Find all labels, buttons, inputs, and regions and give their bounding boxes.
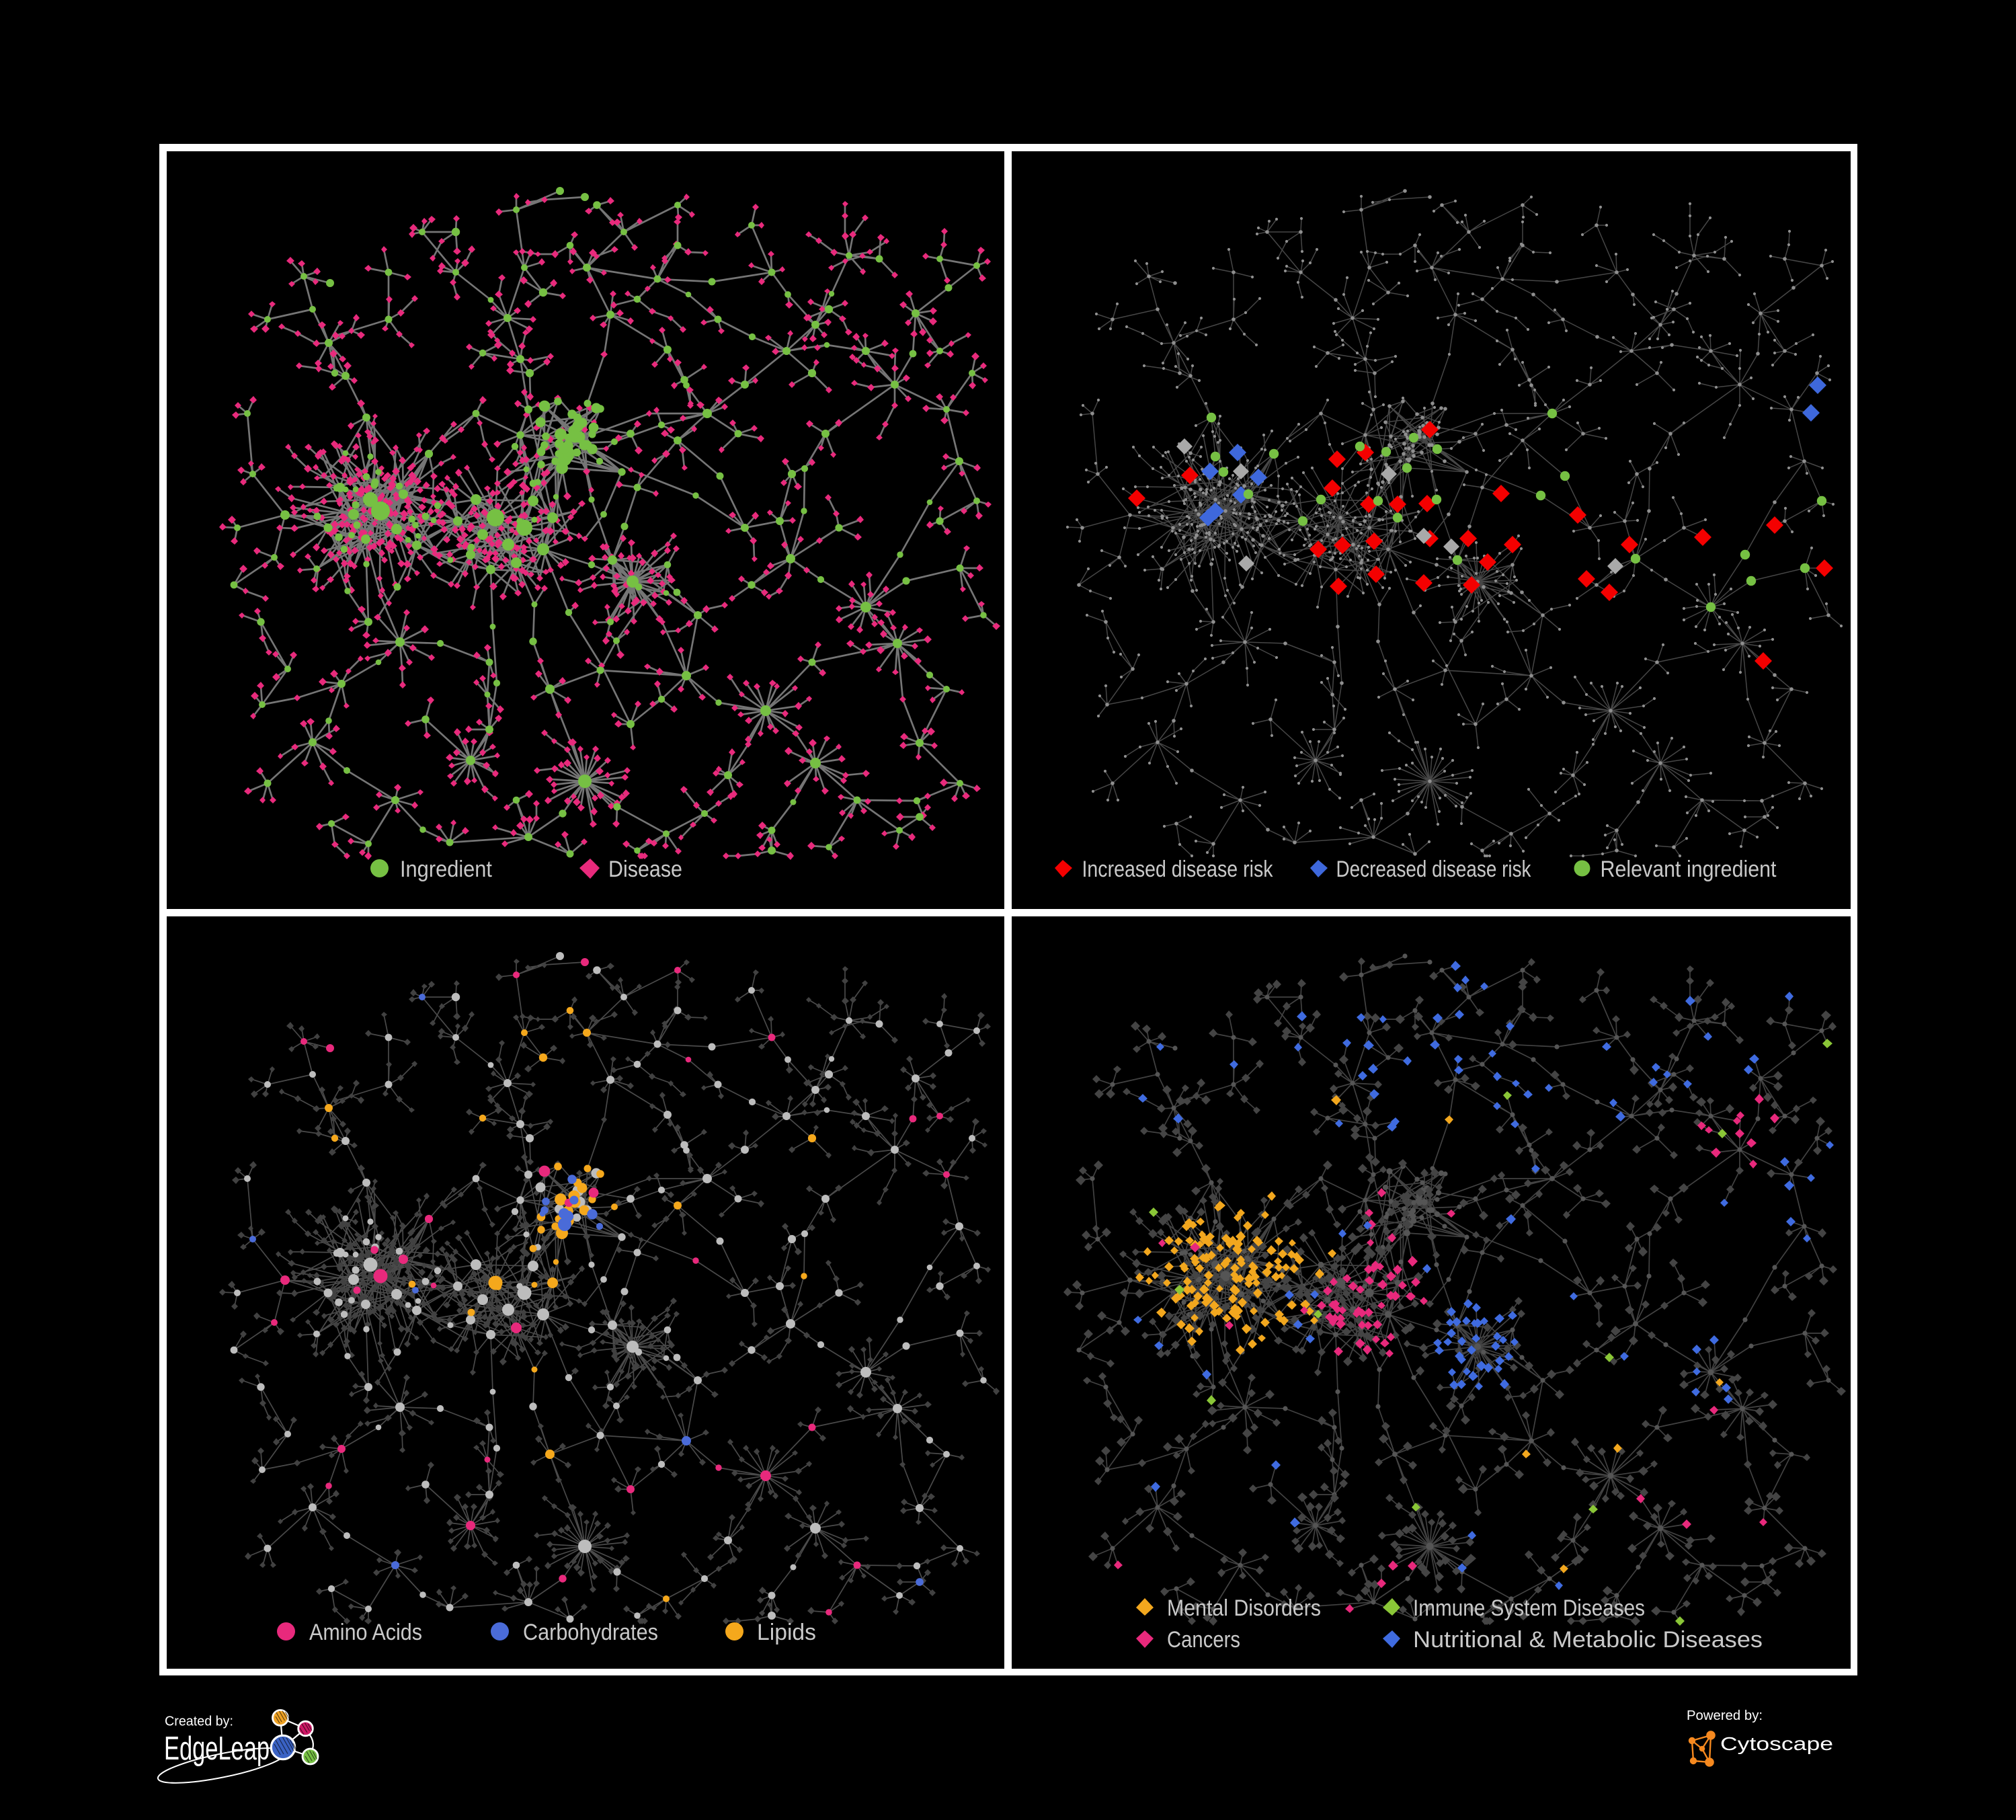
svg-text:Mental Disorders: Mental Disorders xyxy=(1167,1595,1321,1621)
svg-text:Immune System Diseases: Immune System Diseases xyxy=(1413,1595,1645,1621)
svg-text:Powered by:: Powered by: xyxy=(1687,1708,1763,1723)
svg-text:Lipids: Lipids xyxy=(757,1620,816,1645)
svg-text:Cytoscape: Cytoscape xyxy=(1720,1733,1833,1754)
svg-text:Nutritional & Metabolic Diseas: Nutritional & Metabolic Diseases xyxy=(1413,1627,1763,1653)
svg-text:Created by:: Created by: xyxy=(165,1714,233,1729)
svg-text:Carbohydrates: Carbohydrates xyxy=(523,1620,658,1645)
svg-text:Cancers: Cancers xyxy=(1167,1627,1240,1653)
svg-text:Amino Acids: Amino Acids xyxy=(309,1620,422,1645)
svg-text:Relevant ingredient: Relevant ingredient xyxy=(1600,857,1776,882)
svg-text:Decreased disease risk: Decreased disease risk xyxy=(1336,857,1531,882)
svg-text:Disease: Disease xyxy=(608,857,682,882)
svg-text:Ingredient: Ingredient xyxy=(400,857,492,882)
svg-text:Increased disease risk: Increased disease risk xyxy=(1082,857,1273,882)
